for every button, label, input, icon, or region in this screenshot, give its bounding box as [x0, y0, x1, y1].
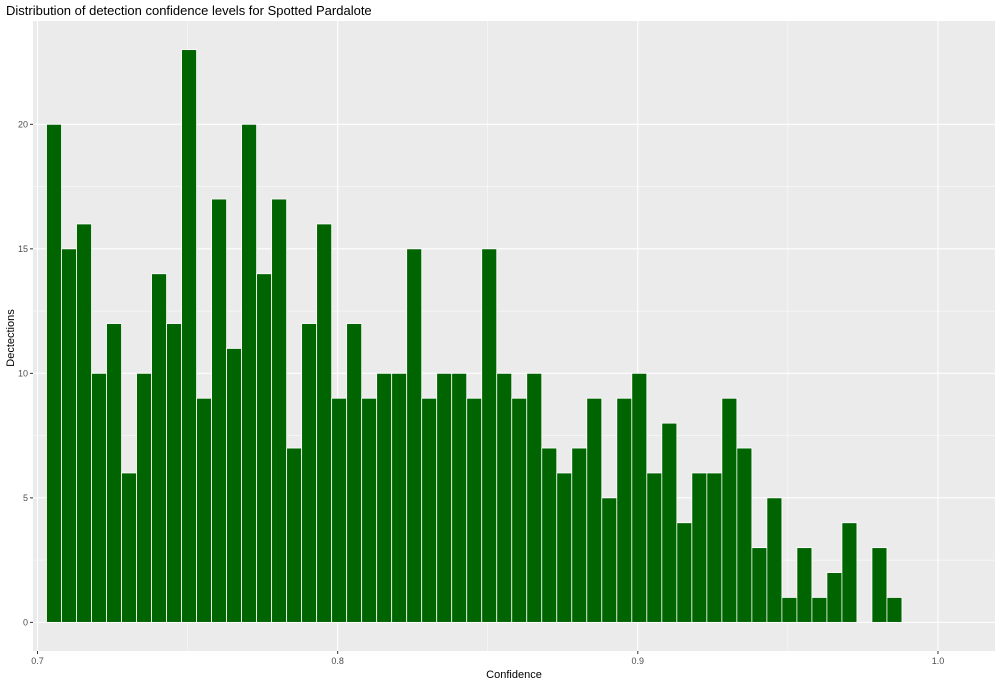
x-axis-ticks: 0.7 0.8 0.9 1.0 — [31, 651, 944, 666]
y-tick-label: 5 — [23, 493, 28, 503]
histogram-bar — [871, 547, 888, 623]
x-axis-label: Confidence — [486, 669, 542, 681]
histogram-bar — [181, 49, 197, 623]
histogram-bar — [841, 522, 858, 623]
histogram-bar — [601, 497, 618, 623]
histogram-bar — [676, 522, 693, 623]
histogram-bar — [91, 372, 107, 623]
histogram-bar — [241, 123, 258, 623]
histogram-bar — [526, 372, 543, 623]
histogram-bar — [781, 597, 798, 623]
histogram-bars — [46, 49, 903, 623]
histogram-bar — [541, 447, 558, 623]
histogram-bar — [766, 497, 783, 623]
histogram-bar — [166, 323, 182, 623]
y-tick-label: 15 — [18, 244, 28, 254]
histogram-bar — [586, 397, 603, 623]
x-tick-label: 0.8 — [331, 656, 344, 666]
histogram-bar — [646, 472, 663, 623]
histogram-bar — [661, 422, 678, 623]
histogram-bar — [331, 397, 348, 623]
histogram-bar — [151, 273, 167, 623]
histogram-bar — [811, 597, 828, 623]
y-axis-ticks: 0 5 10 15 20 — [18, 119, 33, 627]
histogram-bar — [361, 397, 378, 623]
histogram-bar — [406, 248, 423, 623]
histogram-bar — [736, 447, 753, 623]
histogram-bar — [436, 372, 453, 623]
histogram-bar — [616, 397, 633, 623]
histogram-bar — [46, 123, 62, 623]
histogram-bar — [346, 323, 363, 623]
x-tick-label: 1.0 — [932, 656, 945, 666]
histogram-bar — [481, 248, 498, 623]
histogram-bar — [721, 397, 738, 623]
histogram-bar — [511, 397, 528, 623]
y-tick-label: 10 — [18, 368, 28, 378]
histogram-bar — [571, 447, 588, 623]
histogram-bar — [751, 547, 768, 623]
histogram-bar — [61, 248, 77, 623]
x-tick-label: 0.7 — [31, 656, 44, 666]
histogram-bar — [886, 597, 903, 623]
chart-title: Distribution of detection confidence lev… — [6, 3, 372, 18]
histogram-bar — [391, 372, 408, 623]
histogram-bar — [301, 323, 318, 623]
histogram-bar — [796, 547, 813, 623]
x-tick-label: 0.9 — [632, 656, 645, 666]
histogram-bar — [556, 472, 573, 623]
y-tick-label: 0 — [23, 617, 28, 627]
histogram-bar — [451, 372, 468, 623]
histogram-bar — [376, 372, 393, 623]
histogram-bar — [691, 472, 708, 623]
histogram-bar — [256, 273, 273, 623]
histogram-bar — [286, 447, 303, 623]
histogram-bar — [826, 572, 843, 623]
histogram-bar — [631, 372, 648, 623]
histogram-bar — [466, 397, 483, 623]
histogram-bar — [106, 323, 122, 623]
histogram-bar — [496, 372, 513, 623]
histogram-bar — [196, 397, 212, 623]
y-axis-label: Dectections — [5, 309, 17, 367]
histogram-bar — [76, 223, 92, 623]
histogram-bar — [226, 348, 243, 623]
histogram-bar — [706, 472, 723, 623]
histogram-bar — [136, 372, 152, 623]
histogram-bar — [211, 198, 228, 623]
y-tick-label: 20 — [18, 119, 28, 129]
histogram-bar — [421, 397, 438, 623]
histogram-bar — [316, 223, 333, 623]
histogram-bar — [121, 472, 137, 623]
histogram-bar — [271, 198, 288, 623]
